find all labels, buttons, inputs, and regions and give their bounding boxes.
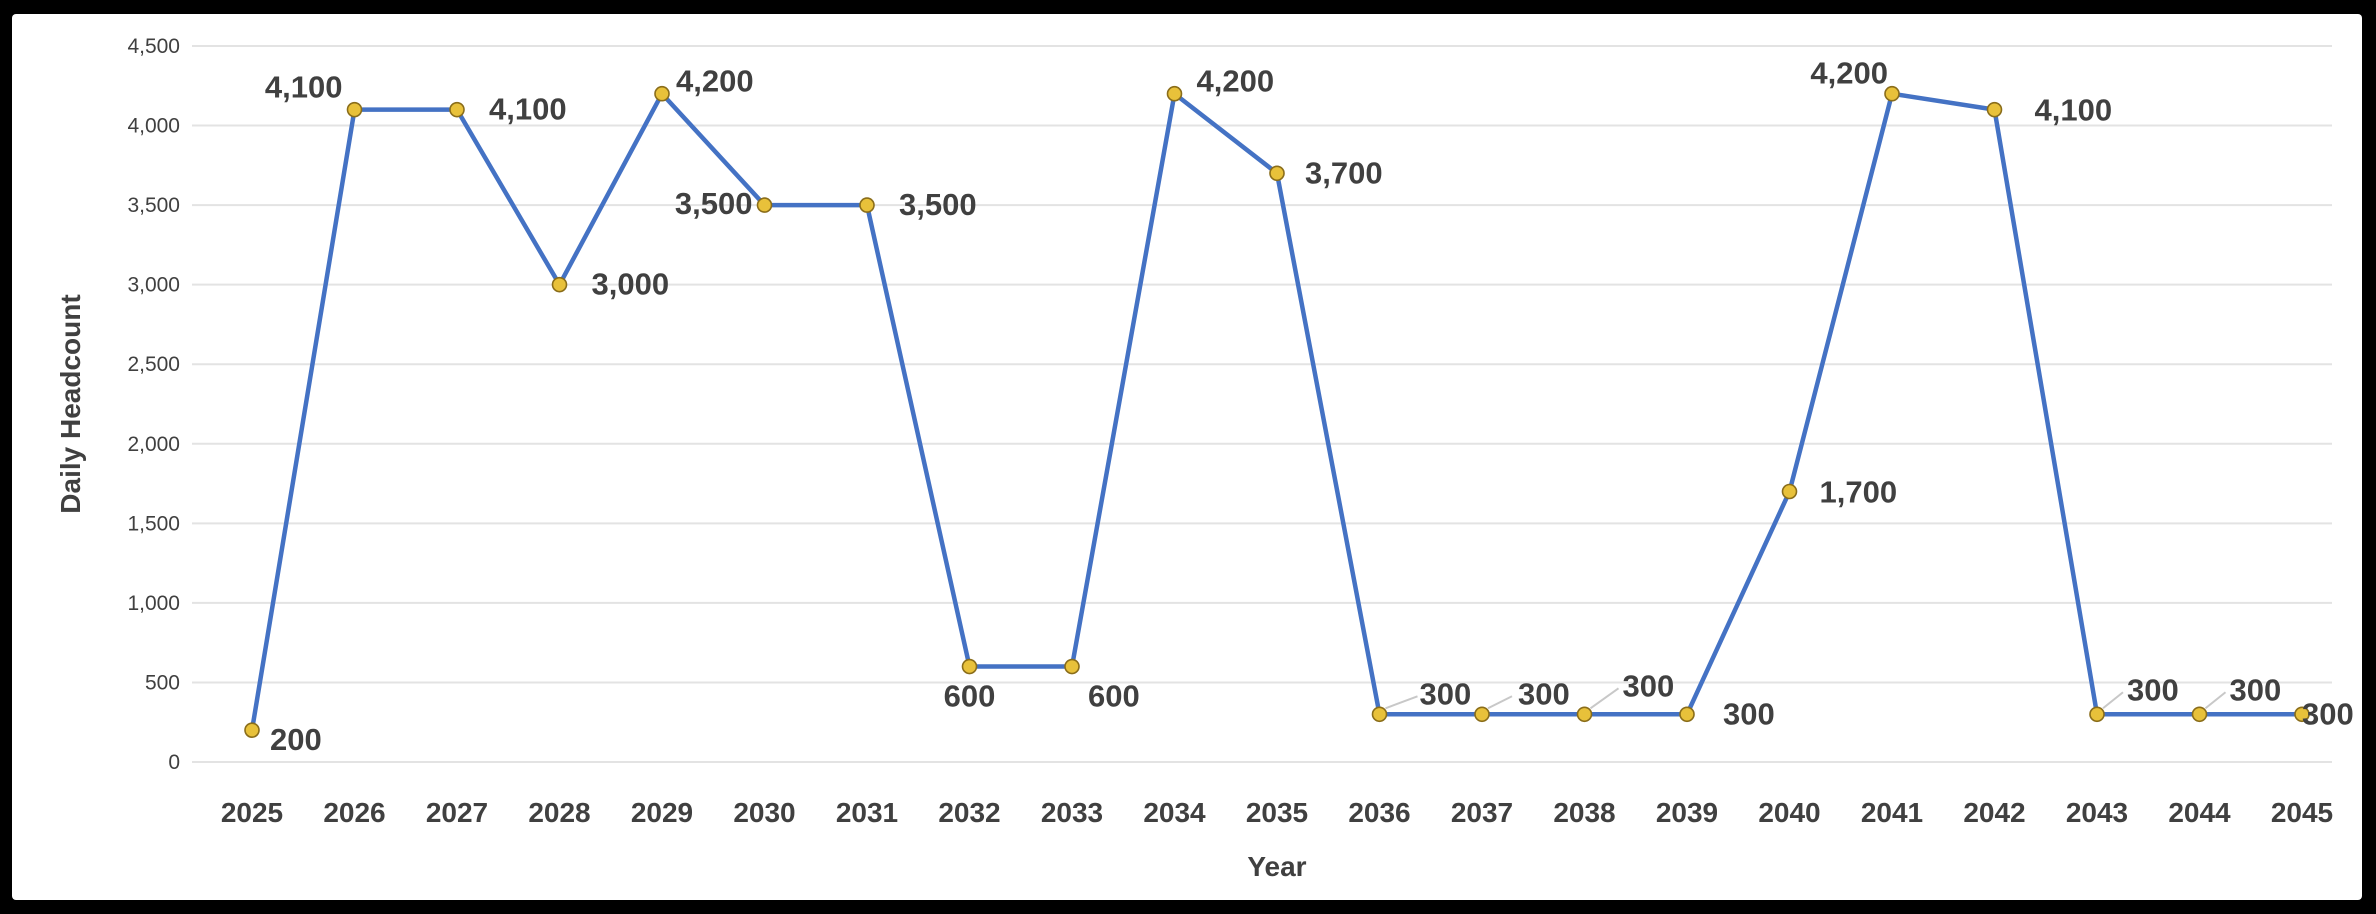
- data-label: 4,100: [2035, 93, 2113, 128]
- y-tick-label: 1,000: [127, 592, 180, 615]
- y-tick-label: 3,000: [127, 274, 180, 297]
- data-point-marker: [449, 101, 465, 118]
- y-tick-label: 2,000: [127, 433, 180, 456]
- x-tick-label: 2036: [1348, 797, 1410, 828]
- data-label: 300: [1420, 676, 1472, 711]
- series-line: [249, 91, 2302, 731]
- x-axis-ticks: 2025 2026 2027 2028 2029 2030 2031 2032 2033 2034…: [221, 797, 2333, 828]
- data-point-marker: [1986, 101, 2003, 118]
- data-label: 3,000: [592, 267, 670, 302]
- data-markers: [244, 85, 2310, 738]
- data-point-marker: [1781, 483, 1798, 500]
- data-labels: 200 4,100 4,100 3,000 4,200 3,500 3,500 600 600 4…: [265, 56, 2354, 757]
- data-point-marker: [1269, 165, 1285, 182]
- x-tick-label: 2032: [938, 797, 1000, 828]
- data-point-marker: [1166, 85, 1183, 102]
- y-tick-label: 0: [168, 751, 180, 774]
- x-axis-title: Year: [1247, 851, 1306, 882]
- data-label: 3,500: [675, 186, 753, 221]
- data-label: 4,100: [265, 70, 343, 105]
- data-label: 300: [1518, 676, 1570, 711]
- x-tick-label: 2044: [2168, 797, 2231, 828]
- x-tick-label: 2043: [2066, 797, 2128, 828]
- x-tick-label: 2045: [2271, 797, 2333, 828]
- leader-line: [1487, 695, 1513, 710]
- x-tick-label: 2026: [323, 797, 385, 828]
- data-label: 3,700: [1305, 155, 1383, 190]
- x-tick-label: 2028: [528, 797, 590, 828]
- leader-line: [1385, 695, 1418, 710]
- data-point-marker: [1884, 85, 1900, 102]
- data-label: 200: [270, 722, 322, 757]
- data-point-marker: [2191, 706, 2208, 723]
- x-tick-label: 2039: [1656, 797, 1718, 828]
- data-point-marker: [1371, 706, 1388, 723]
- y-tick-label: 4,000: [127, 115, 180, 138]
- data-label: 3,500: [899, 187, 977, 222]
- data-point-marker: [346, 101, 363, 118]
- data-point-marker: [551, 276, 568, 293]
- data-point-marker: [654, 85, 670, 102]
- data-label: 300: [2127, 672, 2179, 707]
- data-label: 600: [944, 679, 996, 714]
- x-tick-label: 2027: [426, 797, 488, 828]
- x-tick-label: 2030: [733, 797, 795, 828]
- data-label: 4,200: [1197, 64, 1275, 99]
- y-tick-label: 2,500: [127, 353, 180, 376]
- x-tick-label: 2042: [1963, 797, 2025, 828]
- x-tick-label: 2038: [1553, 797, 1615, 828]
- x-tick-label: 2037: [1451, 797, 1513, 828]
- data-point-marker: [1474, 706, 1490, 723]
- data-label: 4,100: [489, 92, 567, 127]
- data-label: 4,200: [1810, 56, 1888, 91]
- y-axis-ticks: 0 500 1,000 1,500 2,000 2,500 3,000 3,500 4,000 4…: [127, 35, 180, 774]
- data-label: 300: [2302, 696, 2354, 731]
- data-point-marker: [244, 722, 260, 738]
- data-point-marker: [2294, 706, 2310, 723]
- data-label: 300: [1623, 668, 1675, 703]
- x-tick-label: 2029: [631, 797, 693, 828]
- data-point-marker: [1064, 658, 1080, 675]
- data-point-marker: [756, 197, 773, 213]
- data-label: 4,200: [676, 64, 754, 99]
- x-tick-label: 2035: [1246, 797, 1308, 828]
- data-point-marker: [859, 197, 875, 213]
- x-tick-label: 2033: [1041, 797, 1103, 828]
- data-label: 600: [1088, 679, 1140, 714]
- y-tick-label: 500: [145, 671, 180, 694]
- leader-lines: [1385, 687, 2227, 710]
- data-label: 300: [1723, 696, 1775, 731]
- x-tick-label: 2034: [1143, 797, 1206, 828]
- leader-line: [2204, 691, 2227, 710]
- data-point-marker: [1679, 706, 1695, 723]
- data-point-marker: [961, 658, 978, 675]
- data-point-marker: [2089, 706, 2105, 723]
- leader-line: [2102, 691, 2124, 710]
- series-line-group: [249, 91, 2302, 731]
- y-tick-label: 1,500: [127, 512, 180, 535]
- data-point-marker: [1576, 706, 1593, 723]
- line-chart: 0 500 1,000 1,500 2,000 2,500 3,000 3,500 4,000 4…: [55, 35, 2354, 882]
- x-tick-label: 2041: [1861, 797, 1923, 828]
- y-axis-title: Daily Headcount: [55, 294, 86, 513]
- gridlines: [192, 45, 2332, 763]
- y-tick-label: 4,500: [127, 35, 180, 58]
- x-tick-label: 2031: [836, 797, 898, 828]
- x-tick-label: 2040: [1758, 797, 1820, 828]
- y-tick-label: 3,500: [127, 194, 180, 217]
- chart-frame: 0 500 1,000 1,500 2,000 2,500 3,000 3,500 4,000 4…: [12, 14, 2362, 900]
- leader-line: [1589, 687, 1620, 710]
- data-label: 300: [2230, 672, 2282, 707]
- x-tick-label: 2025: [221, 797, 283, 828]
- data-label: 1,700: [1820, 475, 1898, 510]
